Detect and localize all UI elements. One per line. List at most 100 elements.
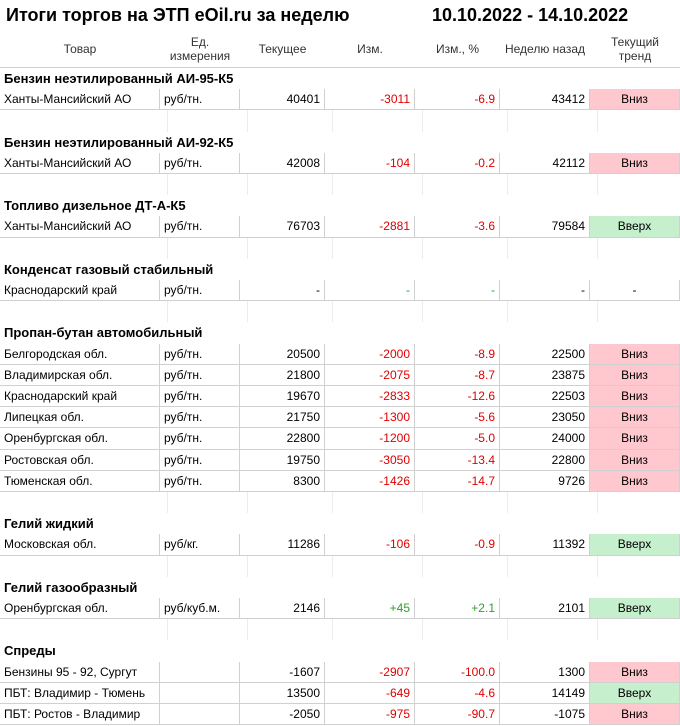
table-cell: Ханты-Мансийский АО [0,216,160,238]
table-cell: 76703 [240,216,325,238]
table-cell: -2000 [325,343,415,365]
table-cell: -100.0 [415,661,500,683]
column-header: Текущее [240,30,325,68]
spacer [414,301,423,323]
trend-cell: Вверх [590,598,680,620]
table-cell: 43412 [500,89,590,111]
spacer [499,492,508,514]
trend-cell: Вверх [590,682,680,704]
spacer [499,301,508,323]
table-cell: 14149 [500,682,590,704]
table-cell: Оренбургская обл. [0,598,160,620]
table-cell: Оренбургская обл. [0,428,160,450]
trend-cell: Вниз [590,89,680,111]
table-cell: Ханты-Мансийский АО [0,89,160,111]
spacer [414,110,423,132]
trend-cell: Вниз [590,704,680,726]
table-cell: -1075 [500,704,590,726]
table-cell: -3050 [325,449,415,471]
trend-cell: Вниз [590,407,680,429]
table-cell: Московская обл. [0,534,160,556]
table-cell: 21800 [240,364,325,386]
trend-cell: Вниз [590,428,680,450]
spacer [159,492,168,514]
table-cell: 1300 [500,661,590,683]
table-cell: - [240,280,325,302]
table-cell: -106 [325,534,415,556]
table-cell: 20500 [240,343,325,365]
table-cell: 11392 [500,534,590,556]
table-cell: 19750 [240,449,325,471]
trend-cell: Вверх [590,534,680,556]
table-cell: 42008 [240,152,325,174]
table-cell [160,704,240,726]
section-header: Гелий газообразный [4,579,138,595]
table-cell: 22500 [500,343,590,365]
table-cell: руб/тн. [160,386,240,408]
trend-cell: Вниз [590,364,680,386]
trend-cell: Вниз [590,661,680,683]
section-header: Спреды [4,643,56,659]
table-cell: руб/куб.м. [160,598,240,620]
spacer [499,237,508,259]
table-cell: -2075 [325,364,415,386]
table-cell: ПБТ: Ростов - Владимир [0,704,160,726]
spacer [324,555,333,577]
section-header: Гелий жидкий [4,516,94,532]
spacer [589,492,598,514]
table-cell: +2.1 [415,598,500,620]
section-header: Топливо дизельное ДТ-А-К5 [4,198,186,214]
table-cell: 19670 [240,386,325,408]
spacer [324,619,333,641]
trend-cell: Вниз [590,386,680,408]
table-cell: Белгородская обл. [0,343,160,365]
table-cell: -1426 [325,470,415,492]
spacer [159,110,168,132]
trend-cell: Вниз [590,470,680,492]
table-cell: Тюменская обл. [0,470,160,492]
spacer [239,237,248,259]
spacer [239,619,248,641]
table-cell: 22800 [240,428,325,450]
table-cell: -0.2 [415,152,500,174]
table-cell: Владимирская обл. [0,364,160,386]
spacer [239,555,248,577]
table-cell: руб/тн. [160,216,240,238]
column-header: Неделю назад [500,30,590,68]
table-cell: руб/тн. [160,343,240,365]
spacer [239,492,248,514]
table-cell: -8.7 [415,364,500,386]
table-cell: 42112 [500,152,590,174]
table-cell: - [500,280,590,302]
spacer [159,301,168,323]
column-header: Текущий тренд [590,30,680,68]
table-cell: Ханты-Мансийский АО [0,152,160,174]
spacer [239,174,248,196]
spacer [589,619,598,641]
spacer [239,301,248,323]
table-cell: Краснодарский край [0,386,160,408]
spacer [414,174,423,196]
table-cell: -8.9 [415,343,500,365]
table-cell: 8300 [240,470,325,492]
spacer [414,492,423,514]
table-cell: 13500 [240,682,325,704]
spacer [159,555,168,577]
column-header: Товар [0,30,160,68]
table-cell: -975 [325,704,415,726]
column-header: Ед. измерения [160,30,240,68]
table-cell: -6.9 [415,89,500,111]
spacer [414,619,423,641]
table-cell: руб/кг. [160,534,240,556]
spacer [414,555,423,577]
table-cell: -1300 [325,407,415,429]
spacer [499,555,508,577]
table-cell: 23050 [500,407,590,429]
spacer [589,174,598,196]
table-cell: 22503 [500,386,590,408]
table-cell: -13.4 [415,449,500,471]
table-cell: руб/тн. [160,364,240,386]
spacer [324,174,333,196]
spacer [324,237,333,259]
